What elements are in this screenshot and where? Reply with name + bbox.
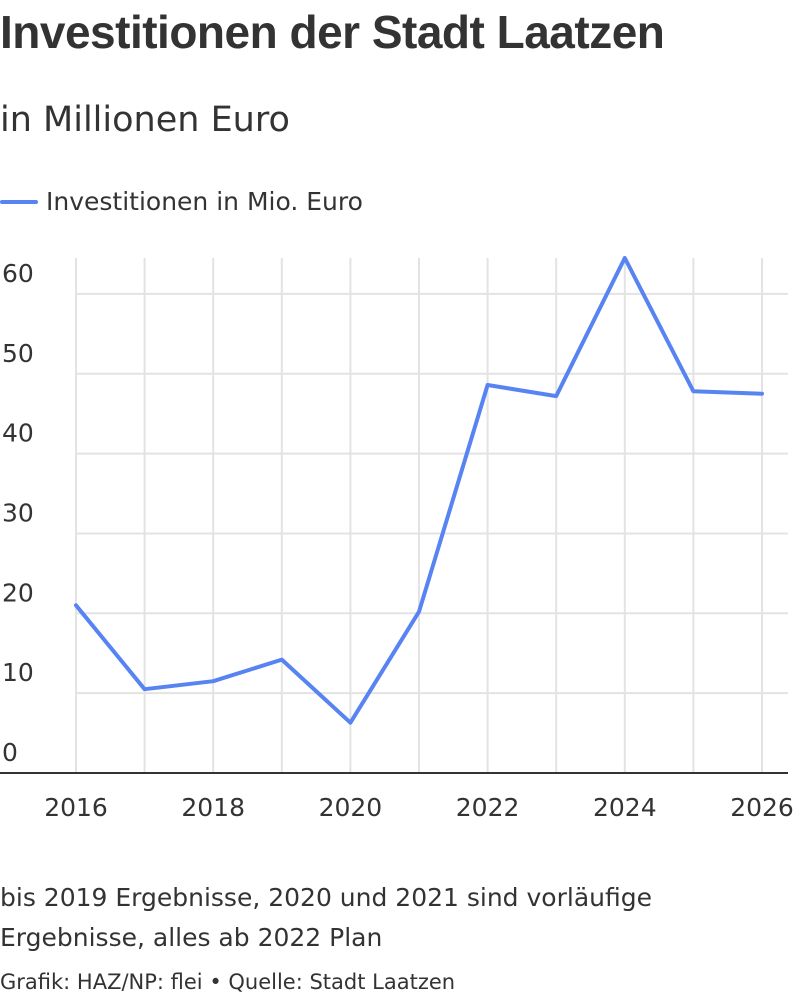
gridlines bbox=[0, 258, 788, 774]
y-tick-label: 50 bbox=[2, 339, 34, 368]
y-tick-labels: 0 10 20 30 40 50 60 bbox=[2, 259, 34, 767]
series bbox=[74, 256, 764, 725]
y-tick-label: 60 bbox=[2, 259, 34, 288]
x-tick-label: 2024 bbox=[593, 793, 657, 822]
y-tick-label: 30 bbox=[2, 498, 34, 527]
x-tick-labels: 2016 2018 2020 2022 2024 2026 bbox=[44, 793, 794, 822]
series-line bbox=[74, 256, 764, 725]
x-tick-label: 2022 bbox=[456, 793, 520, 822]
chart-title: Investitionen der Stadt Laatzen bbox=[0, 6, 665, 58]
legend-label: Investitionen in Mio. Euro bbox=[46, 187, 363, 216]
y-tick-label: 0 bbox=[2, 738, 18, 767]
x-tick-label: 2020 bbox=[319, 793, 383, 822]
chart-note: bis 2019 Ergebnisse, 2020 und 2021 sind … bbox=[0, 883, 652, 952]
y-tick-label: 40 bbox=[2, 419, 34, 448]
y-tick-label: 20 bbox=[2, 578, 34, 607]
legend: Investitionen in Mio. Euro bbox=[0, 184, 363, 220]
chart-subtitle: in Millionen Euro bbox=[0, 100, 290, 140]
x-tick-label: 2018 bbox=[181, 793, 245, 822]
x-tick-label: 2026 bbox=[730, 793, 794, 822]
chart-source: Grafik: HAZ/NP: flei • Quelle: Stadt Laa… bbox=[0, 970, 456, 994]
y-tick-label: 10 bbox=[2, 658, 34, 687]
line-chart: 0 10 20 30 40 50 60 2016 2018 2020 2022 2024 2026 bbox=[0, 256, 794, 822]
x-tick-label: 2016 bbox=[44, 793, 108, 822]
legend-swatch bbox=[0, 200, 38, 204]
